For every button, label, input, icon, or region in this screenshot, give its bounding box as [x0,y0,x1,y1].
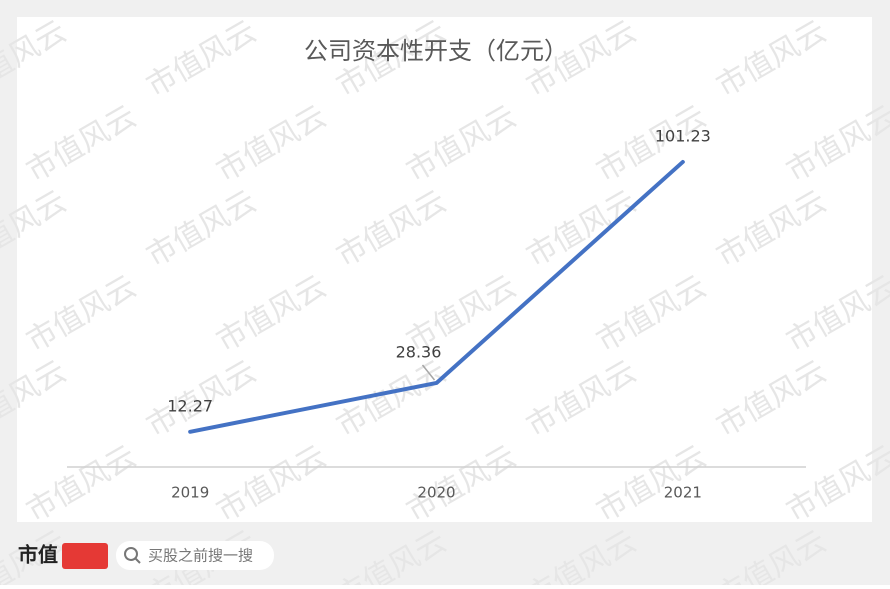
footer-logo: 市值 [18,543,58,567]
data-label: 12.27 [167,396,213,415]
footer-logo-badge [62,543,108,569]
x-tick-label: 2019 [171,484,209,502]
data-label: 28.36 [396,342,442,361]
search-icon-handle [134,557,141,564]
line [188,159,685,434]
x-tick-label: 2021 [664,484,702,502]
data-label: 101.23 [655,126,711,145]
chart-card [17,17,872,522]
search-placeholder: 买股之前搜一搜 [148,547,253,565]
x-tick-label: 2020 [417,484,455,502]
search-icon [124,547,138,561]
search-box[interactable] [116,541,274,570]
label-leader [421,364,436,381]
chart-title: 公司资本性开支（亿元） [304,37,568,65]
